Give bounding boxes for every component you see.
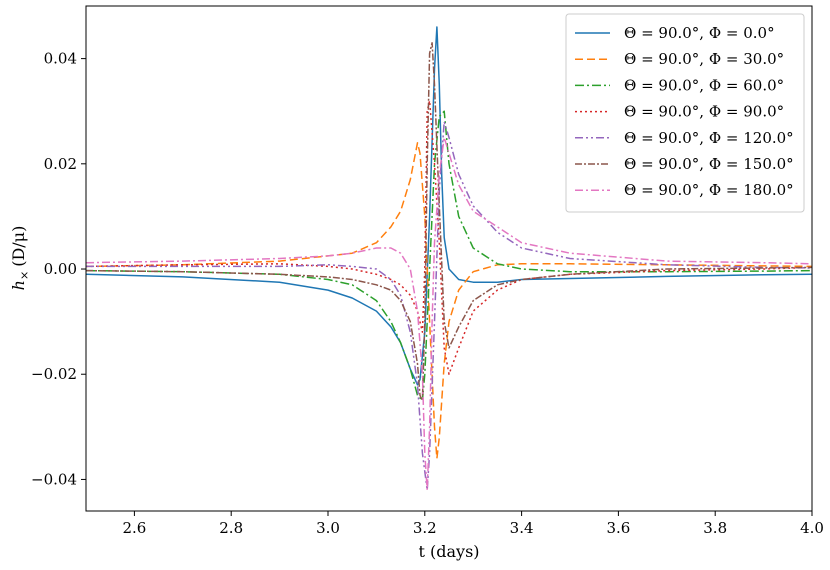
y-tick-label: 0.02 (44, 155, 77, 173)
x-tick-label: 3.2 (413, 519, 437, 537)
x-axis: 2.6 2.8 3.0 3.2 3.4 3.6 3.8 4.0 (122, 511, 824, 537)
x-tick-label: 3.0 (316, 519, 340, 537)
y-axis-label-sub: × (18, 271, 31, 280)
legend-label-7: Θ = 90.0°, Φ = 180.0° (624, 181, 794, 199)
y-tick-label: −0.02 (31, 365, 77, 383)
series-line-5 (86, 120, 812, 491)
y-axis-label-main: h (9, 280, 28, 290)
series-line-6 (86, 42, 812, 402)
series-line-7 (86, 136, 812, 491)
legend-label-4: Θ = 90.0°, Φ = 90.0° (624, 103, 784, 121)
x-tick-label: 3.8 (703, 519, 727, 537)
x-tick-label: 3.6 (606, 519, 630, 537)
legend: Θ = 90.0°, Φ = 0.0° Θ = 90.0°, Φ = 30.0° Θ… (565, 13, 805, 213)
series-layer (86, 26, 812, 491)
y-tick-label: 0.00 (44, 260, 77, 278)
legend-label-6: Θ = 90.0°, Φ = 150.0° (624, 155, 794, 173)
y-tick-label: 0.04 (44, 50, 77, 68)
y-tick-label: −0.04 (31, 470, 77, 488)
series-line-1 (86, 26, 812, 386)
legend-box (565, 13, 805, 213)
y-axis: −0.04 −0.02 0.00 0.02 0.04 (31, 50, 86, 488)
legend-label-3: Θ = 90.0°, Φ = 60.0° (624, 76, 784, 94)
legend-label-1: Θ = 90.0°, Φ = 0.0° (624, 24, 775, 42)
x-tick-label: 2.6 (122, 519, 146, 537)
plot-frame (85, 5, 813, 512)
x-tick-label: 2.8 (219, 519, 243, 537)
svg-text:h×(D/μ): h× (D/μ) (9, 226, 31, 291)
series-line-3 (86, 110, 812, 402)
x-tick-label: 4.0 (800, 519, 824, 537)
legend-label-5: Θ = 90.0°, Φ = 120.0° (624, 129, 794, 147)
y-axis-label-unit: (D/μ) (9, 226, 28, 267)
series-line-4 (86, 99, 812, 375)
legend-label-2: Θ = 90.0°, Φ = 30.0° (624, 50, 784, 68)
x-tick-label: 3.4 (510, 519, 534, 537)
series-line-2 (86, 142, 812, 460)
y-axis-label: h× (D/μ) (9, 226, 31, 291)
x-axis-label: t (days) (418, 542, 479, 561)
